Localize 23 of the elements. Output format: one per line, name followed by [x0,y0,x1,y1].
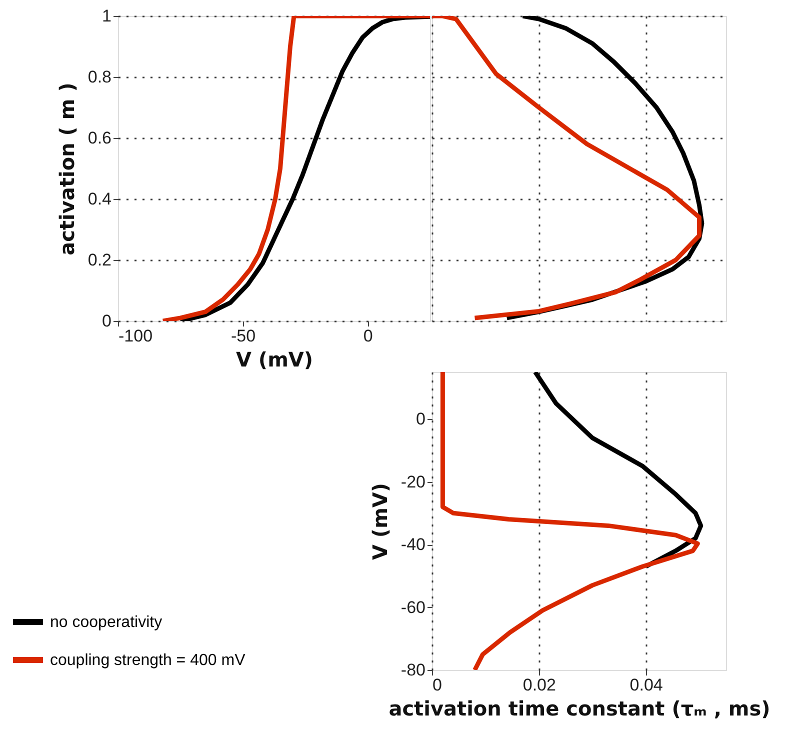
legend-label: no cooperativity [50,614,162,631]
y-tick-label: 0 [102,312,112,330]
y-tick-label: 0 [416,410,426,429]
y-tick-label: 0.4 [88,190,112,208]
y-tick-label: 0.6 [88,128,112,148]
legend-label: coupling strength = 400 mV [50,652,246,669]
x-tick-label: 0.04 [630,676,663,694]
y-tick-label: 1 [102,6,112,26]
y-tick-label: -60 [400,598,426,617]
x-tick-label: -100 [118,326,153,346]
x-tick-label: 0.02 [522,676,556,694]
x-tick-label: 0 [363,326,373,346]
x-axis-title: V (mV) [236,348,314,372]
x-tick-label: -50 [231,326,256,346]
x-tick-label: 0 [432,676,442,694]
y-axis-title: activation ( m ) [54,82,79,256]
y-tick-label: -20 [400,472,426,492]
y-axis-title: V (mV) [368,482,392,560]
y-tick-label: -40 [400,535,426,554]
y-tick-label: 0.8 [88,68,112,86]
y-tick-label: -80 [400,660,426,680]
x-axis-title: activation time constant (τₘ , ms) [388,696,770,720]
y-tick-label: 0.2 [88,250,112,270]
